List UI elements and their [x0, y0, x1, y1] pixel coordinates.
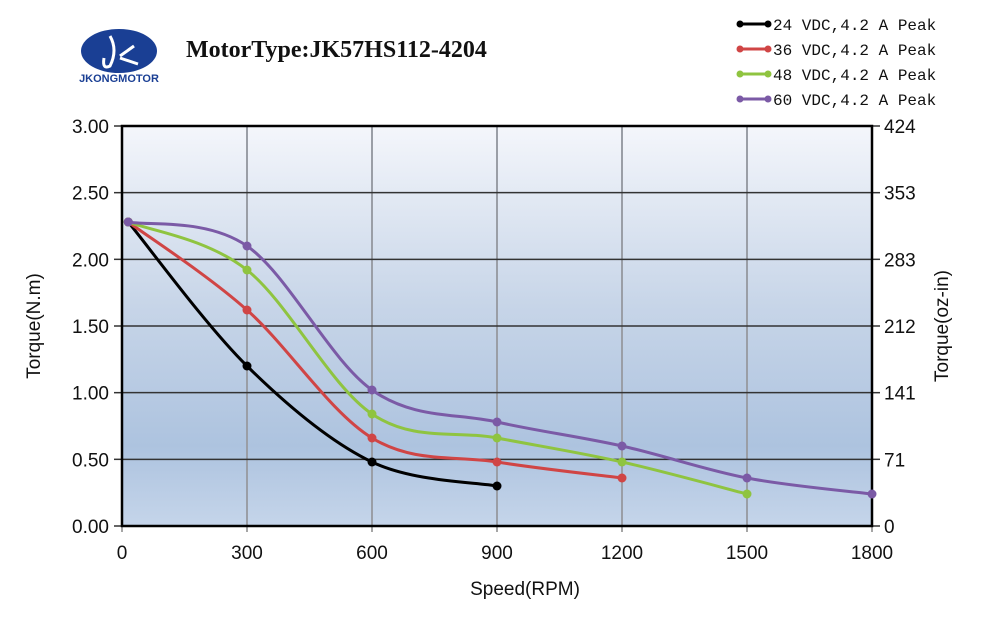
plot-frame	[120, 124, 874, 528]
x-tick-label: 1500	[726, 543, 768, 564]
legend-marker	[764, 45, 772, 53]
y-tick-label: 0.00	[72, 517, 109, 538]
data-point	[742, 489, 752, 499]
series-line	[127, 220, 623, 480]
y-tick-label: 0.50	[72, 450, 109, 471]
data-point	[367, 409, 377, 419]
data-point	[242, 361, 252, 371]
x-tick-label: 1200	[601, 543, 643, 564]
data-point	[492, 417, 502, 427]
x-tick-label: 1800	[851, 543, 893, 564]
data-point	[242, 305, 252, 315]
y2-tick-label: 353	[884, 184, 916, 205]
legend-marker	[764, 20, 772, 28]
data-point	[742, 473, 752, 483]
y-tick-label: 1.00	[72, 384, 109, 405]
legend-marker	[736, 95, 744, 103]
y2-tick-label: 141	[884, 384, 916, 405]
data-point	[367, 457, 377, 467]
data-point	[617, 457, 627, 467]
y-tick-label: 2.00	[72, 250, 109, 271]
y2-tick-label: 0	[884, 517, 895, 538]
legend-label: 36 VDC,4.2 A Peak	[773, 42, 936, 60]
data-point	[367, 385, 377, 395]
logo-text: JKONGMOTOR	[79, 73, 159, 85]
legend-marker	[764, 95, 772, 103]
y-axis-label: Torque(N.m)	[24, 273, 45, 379]
y2-tick-label: 424	[884, 117, 916, 138]
data-point	[492, 433, 502, 443]
y-tick-label: 2.50	[72, 184, 109, 205]
chart-title: MotorType:JK57HS112-4204	[186, 37, 487, 63]
series-line	[127, 220, 748, 496]
data-point	[242, 241, 252, 251]
data-point	[123, 217, 133, 227]
legend-label: 24 VDC,4.2 A Peak	[773, 17, 936, 35]
data-point	[367, 433, 377, 443]
x-tick-label: 300	[231, 543, 263, 564]
legend-marker	[736, 20, 744, 28]
data-point	[617, 473, 627, 483]
legend-marker	[736, 70, 744, 78]
x-tick-label: 600	[356, 543, 388, 564]
legend-label: 60 VDC,4.2 A Peak	[773, 92, 936, 110]
x-axis-label: Speed(RPM)	[470, 579, 580, 600]
legend-marker	[736, 45, 744, 53]
y2-tick-label: 283	[884, 250, 916, 271]
y2-tick-label: 212	[884, 317, 916, 338]
data-point	[492, 481, 502, 491]
x-tick-label: 900	[481, 543, 513, 564]
logo: JKONGMOTOR	[79, 29, 159, 85]
data-point	[617, 441, 627, 451]
logo-emblem	[81, 29, 157, 73]
y-tick-label: 1.50	[72, 317, 109, 338]
legend-marker	[764, 70, 772, 78]
y-tick-label: 3.00	[72, 117, 109, 138]
x-tick-label: 0	[117, 543, 128, 564]
data-point	[242, 265, 252, 275]
data-point	[492, 457, 502, 467]
series-line	[127, 221, 498, 488]
legend-label: 48 VDC,4.2 A Peak	[773, 67, 936, 85]
data-point	[867, 489, 877, 499]
legend: 24 VDC,4.2 A Peak 36 VDC,4.2 A Peak 48 VDC…	[736, 17, 936, 110]
y2-axis-label: Torque(oz-in)	[932, 270, 953, 382]
y2-tick-label: 71	[884, 450, 905, 471]
